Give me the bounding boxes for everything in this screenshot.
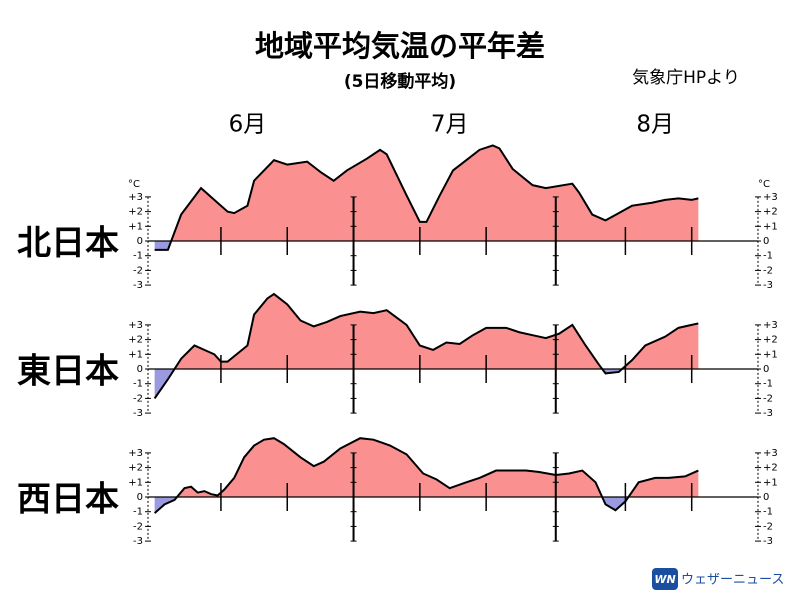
y-tick-label: -2 <box>763 521 773 532</box>
y-tick-label: -3 <box>763 408 773 419</box>
logo-box <box>652 568 678 590</box>
line <box>154 144 699 251</box>
panel-label: 北日本 <box>17 224 119 264</box>
y-tick-label: -2 <box>133 521 143 532</box>
positive-area <box>154 145 699 241</box>
line <box>153 292 699 399</box>
y-tick-label: 0 <box>137 492 143 503</box>
logo-text: ウェザーニュース <box>681 573 784 588</box>
source-note: 気象庁HPより <box>632 68 740 88</box>
y-tick-label: -3 <box>133 408 143 419</box>
y-tick-label: -2 <box>763 265 773 276</box>
y-unit: °C <box>128 179 140 190</box>
y-tick-label: +2 <box>128 335 143 346</box>
y-tick-label: -1 <box>133 379 143 390</box>
positive-area <box>154 438 699 497</box>
y-tick-label: +3 <box>763 192 778 203</box>
y-tick-label: +1 <box>128 477 143 488</box>
y-tick-label: -1 <box>763 507 773 518</box>
y-tick-label: +3 <box>128 320 143 331</box>
positive-area <box>154 294 699 369</box>
y-tick-label: +3 <box>128 448 143 459</box>
y-unit: °C <box>758 179 770 190</box>
y-tick-label: -3 <box>763 536 773 547</box>
y-tick-label: +2 <box>763 335 778 346</box>
y-tick-label: -2 <box>133 393 143 404</box>
y-tick-label: +2 <box>763 207 778 218</box>
y-tick-label: 0 <box>763 364 769 375</box>
y-tick-label: -2 <box>133 265 143 276</box>
panel-label: 東日本 <box>17 352 119 392</box>
chart-subtitle: (5日移動平均) <box>344 71 456 92</box>
y-tick-label: +1 <box>763 221 778 232</box>
logo: WN ウェザーニュース <box>652 568 784 590</box>
y-tick-label: +3 <box>763 448 778 459</box>
y-tick-label: -3 <box>133 536 143 547</box>
y-tick-label: +2 <box>128 463 143 474</box>
y-tick-label: +1 <box>763 477 778 488</box>
y-tick-label: -2 <box>763 393 773 404</box>
negative-area <box>154 369 699 399</box>
y-tick-label: 0 <box>763 236 769 247</box>
y-tick-label: +1 <box>128 349 143 360</box>
y-tick-label: -3 <box>763 280 773 291</box>
y-tick-label: -1 <box>763 251 773 262</box>
y-tick-label: +2 <box>763 463 778 474</box>
y-tick-label: +1 <box>763 349 778 360</box>
y-tick-label: +3 <box>763 320 778 331</box>
y-tick-label: 0 <box>137 364 143 375</box>
logo-mark: WN <box>654 573 675 586</box>
panel-label: 西日本 <box>17 480 119 520</box>
x-tick-label: 8月 <box>636 112 674 138</box>
y-tick-label: +3 <box>128 192 143 203</box>
y-tick-label: +2 <box>128 207 143 218</box>
y-tick-label: -3 <box>133 280 143 291</box>
chart-title: 地域平均気温の平年差 <box>255 29 545 63</box>
y-tick-label: -1 <box>133 507 143 518</box>
y-tick-label: 0 <box>137 236 143 247</box>
y-tick-label: -1 <box>133 251 143 262</box>
y-tick-label: +1 <box>128 221 143 232</box>
line <box>153 437 699 514</box>
x-tick-label: 7月 <box>431 112 469 138</box>
x-tick-label: 6月 <box>229 112 267 138</box>
y-tick-label: 0 <box>763 492 769 503</box>
y-tick-label: -1 <box>763 379 773 390</box>
